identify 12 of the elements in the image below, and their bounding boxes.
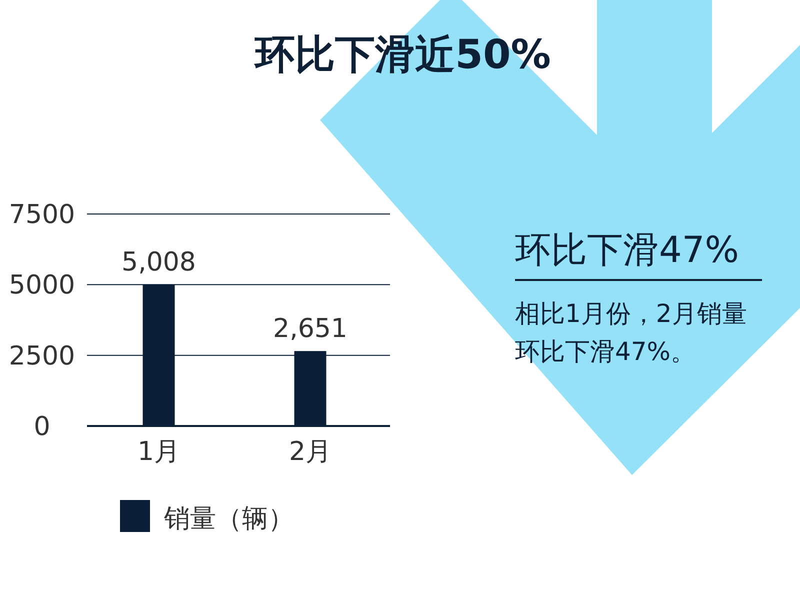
legend-label: 销量（辆） — [163, 504, 294, 534]
y-tick-label: 2500 — [8, 341, 76, 372]
text: 环比下滑47% — [515, 230, 740, 271]
text: 相比1月份，2月销量环比下滑47%。 — [515, 299, 747, 366]
x-tick-label: 2月 — [288, 437, 332, 467]
y-tick-label: 7500 — [8, 200, 76, 230]
y-tick-label: 0 — [34, 412, 50, 442]
y-tick-label: 5000 — [8, 270, 76, 301]
chart-title: 环比下滑近50% — [253, 32, 551, 78]
x-tick-label: 1月 — [137, 437, 180, 467]
data-label: 2,651 — [273, 314, 348, 344]
data-label: 5,008 — [122, 247, 196, 278]
